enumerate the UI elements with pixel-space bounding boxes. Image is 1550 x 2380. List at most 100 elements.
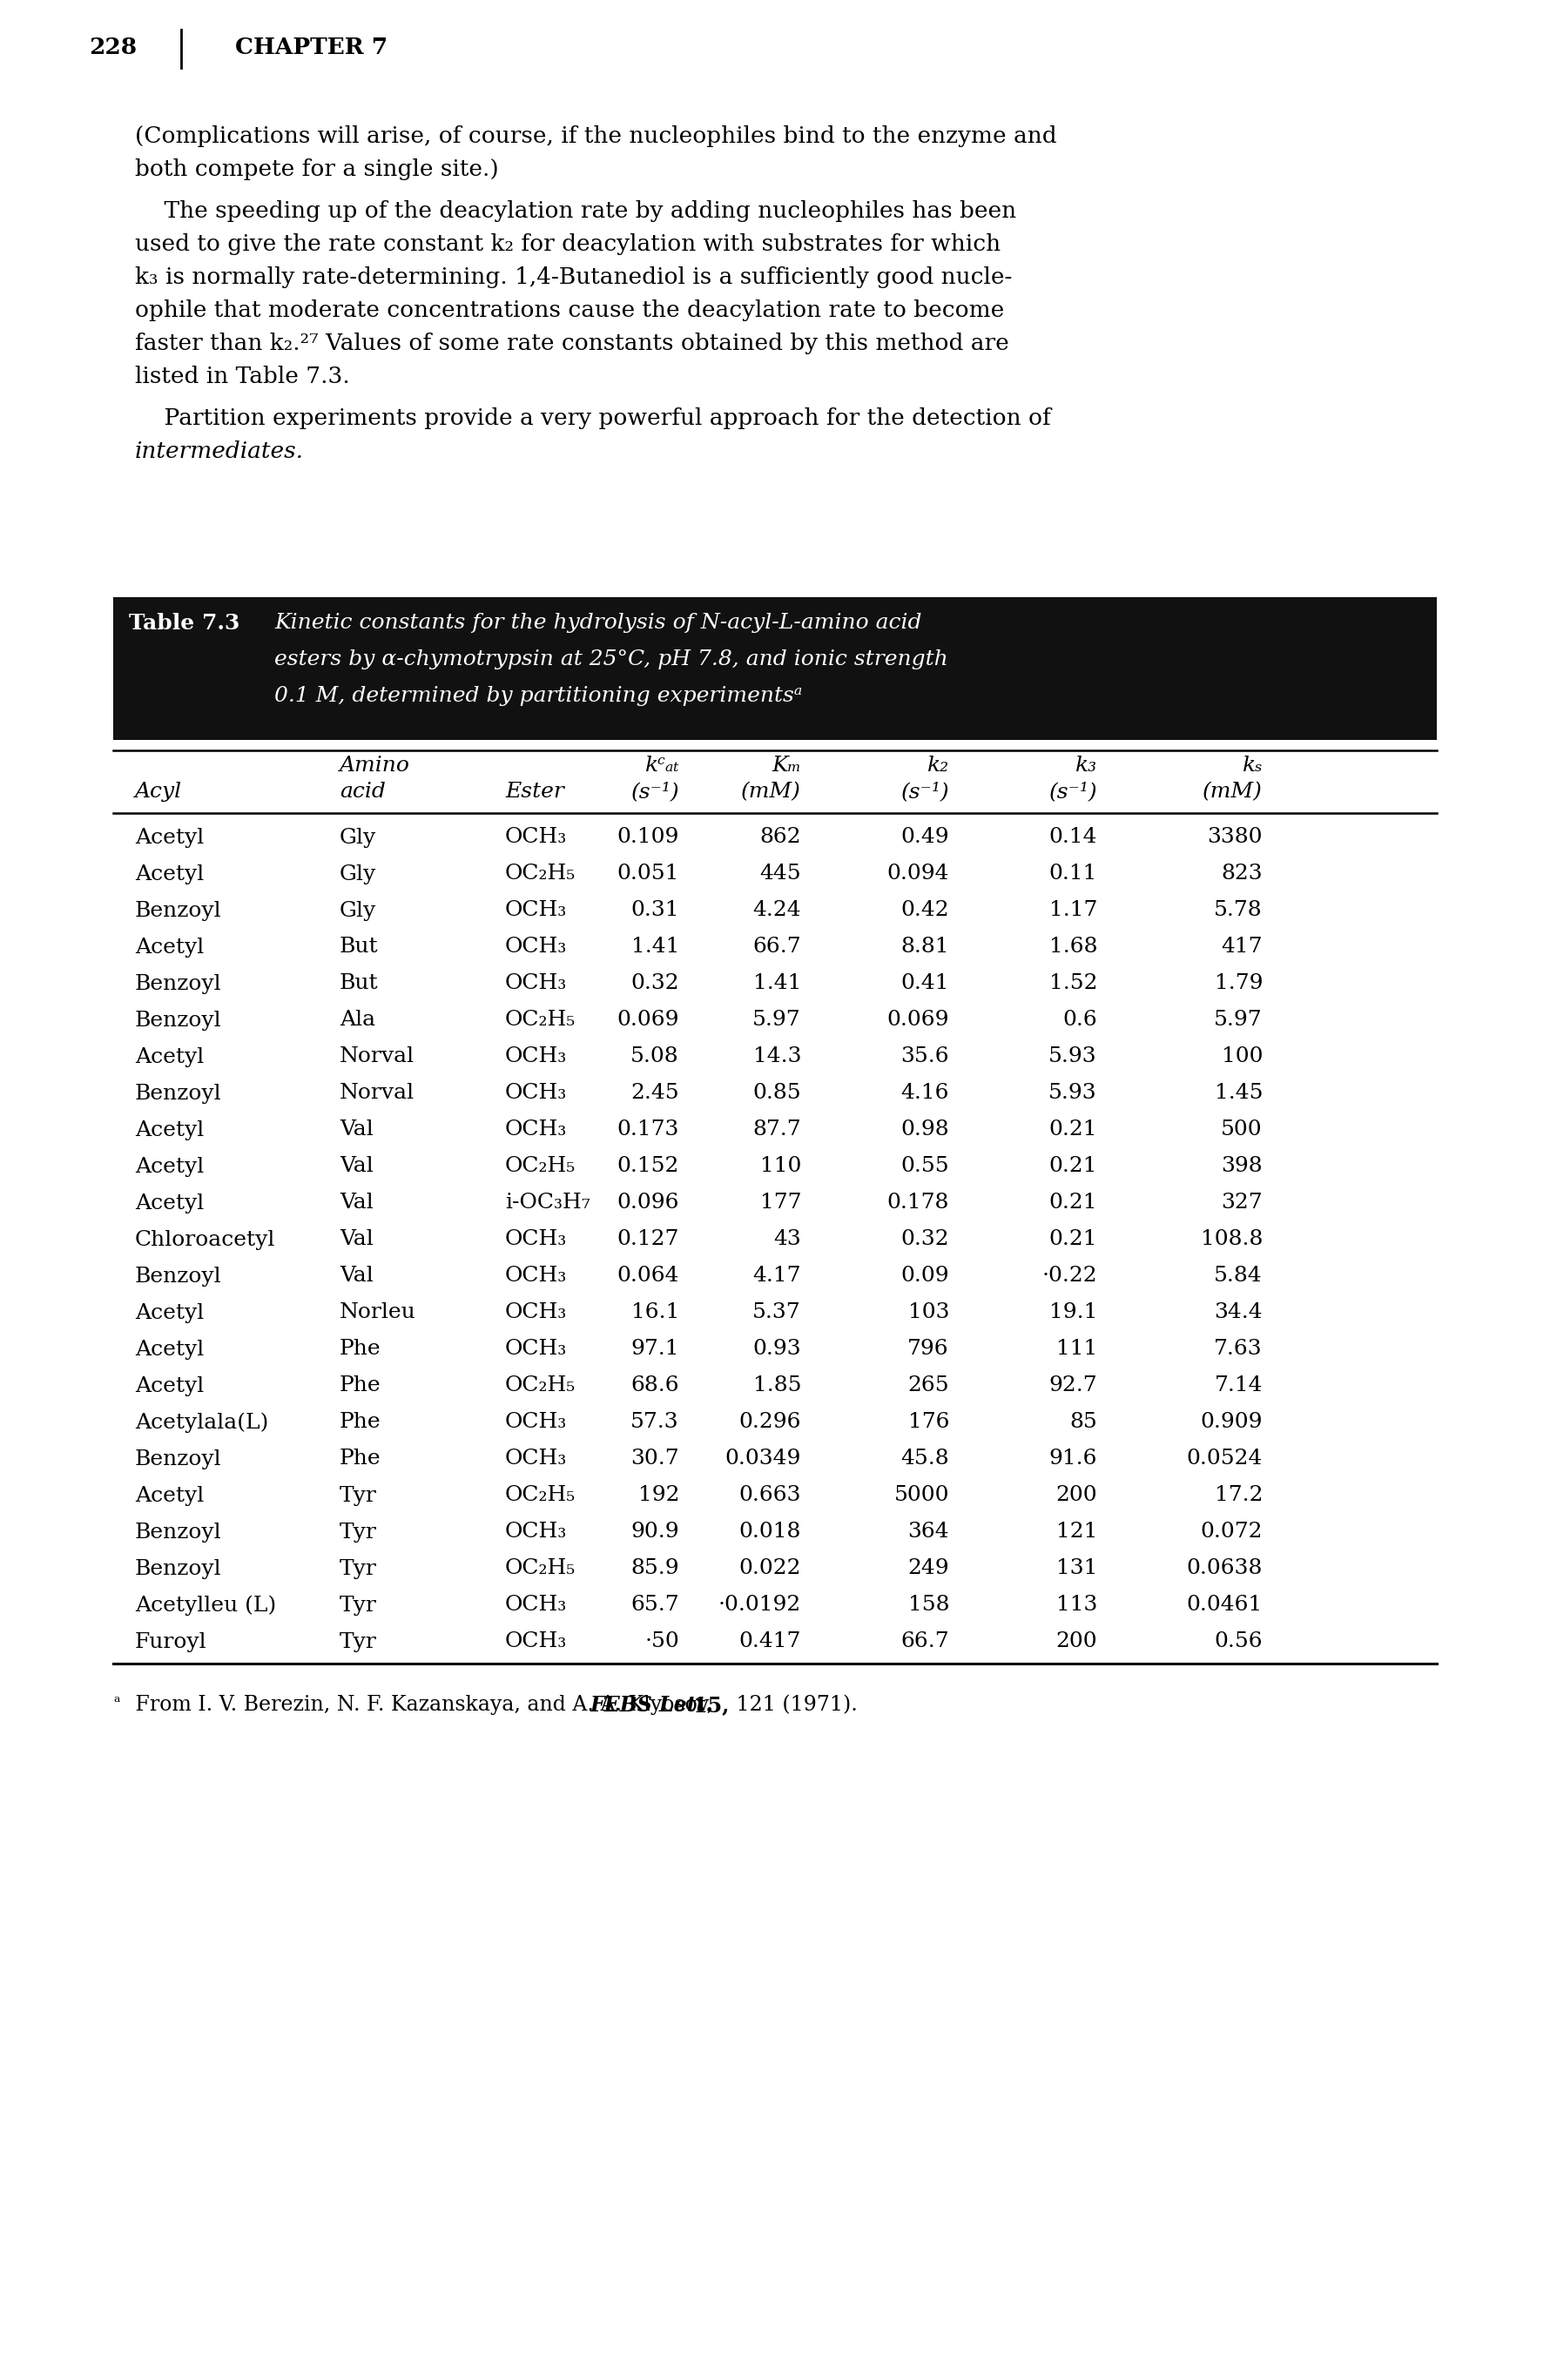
Text: 1.41: 1.41	[753, 973, 801, 995]
Text: 0.178: 0.178	[887, 1192, 949, 1214]
Text: 0.56: 0.56	[1214, 1633, 1263, 1652]
Text: 200: 200	[1056, 1485, 1097, 1507]
Text: 121 (1971).: 121 (1971).	[730, 1695, 857, 1716]
Text: Tyr: Tyr	[339, 1633, 377, 1652]
Text: Tyr: Tyr	[339, 1559, 377, 1578]
Text: 0.0524: 0.0524	[1187, 1449, 1263, 1468]
Text: 7.63: 7.63	[1214, 1340, 1263, 1359]
Text: OC₂H₅: OC₂H₅	[505, 1485, 575, 1507]
Text: 0.49: 0.49	[901, 828, 949, 847]
Text: OCH₃: OCH₃	[505, 973, 567, 995]
Text: 0.98: 0.98	[901, 1121, 949, 1140]
Text: 249: 249	[908, 1559, 949, 1578]
Text: Partition experiments provide a very powerful approach for the detection of: Partition experiments provide a very pow…	[135, 407, 1051, 428]
Text: 500: 500	[1221, 1121, 1263, 1140]
Text: Benzoyl: Benzoyl	[135, 1449, 222, 1468]
Text: But: But	[339, 973, 378, 995]
Text: Phe: Phe	[339, 1340, 381, 1359]
Text: Benzoyl: Benzoyl	[135, 1266, 222, 1285]
Text: OCH₃: OCH₃	[505, 1595, 567, 1616]
Text: 1.68: 1.68	[1049, 938, 1097, 957]
Text: 192: 192	[639, 1485, 679, 1507]
Text: 862: 862	[760, 828, 801, 847]
Text: kₛ: kₛ	[1242, 754, 1263, 776]
Text: (s⁻¹): (s⁻¹)	[631, 781, 679, 802]
Text: 4.17: 4.17	[753, 1266, 801, 1285]
Text: 57.3: 57.3	[631, 1411, 679, 1433]
Text: 3380: 3380	[1207, 828, 1263, 847]
Text: 445: 445	[760, 864, 801, 883]
Text: 0.069: 0.069	[617, 1009, 679, 1031]
Text: Acetyl: Acetyl	[135, 1485, 205, 1507]
Text: 5.84: 5.84	[1214, 1266, 1263, 1285]
Text: 5.78: 5.78	[1214, 900, 1263, 921]
Text: 97.1: 97.1	[631, 1340, 679, 1359]
Text: used to give the rate constant k₂ for deacylation with substrates for which: used to give the rate constant k₂ for de…	[135, 233, 1001, 255]
Text: 0.09: 0.09	[901, 1266, 949, 1285]
Text: 176: 176	[908, 1411, 949, 1433]
Text: (Complications will arise, of course, if the nucleophiles bind to the enzyme and: (Complications will arise, of course, if…	[135, 126, 1057, 148]
Text: 0.072: 0.072	[1200, 1523, 1263, 1542]
Text: OCH₃: OCH₃	[505, 1633, 567, 1652]
Text: (s⁻¹): (s⁻¹)	[901, 781, 949, 802]
Text: Benzoyl: Benzoyl	[135, 1009, 222, 1031]
Text: Gly: Gly	[339, 900, 377, 921]
Text: 19.1: 19.1	[1049, 1302, 1097, 1323]
Text: The speeding up of the deacylation rate by adding nucleophiles has been: The speeding up of the deacylation rate …	[135, 200, 1017, 221]
Text: 4.16: 4.16	[901, 1083, 949, 1104]
Text: 103: 103	[908, 1302, 949, 1323]
Text: ·0.0192: ·0.0192	[718, 1595, 801, 1616]
Text: OCH₃: OCH₃	[505, 1523, 567, 1542]
Text: 5.97: 5.97	[753, 1009, 801, 1031]
Text: Val: Val	[339, 1121, 374, 1140]
Text: 327: 327	[1221, 1192, 1263, 1214]
Text: Acetylleu (L): Acetylleu (L)	[135, 1595, 276, 1616]
Text: 177: 177	[760, 1192, 801, 1214]
Text: Val: Val	[339, 1192, 374, 1214]
Text: 0.14: 0.14	[1049, 828, 1097, 847]
Text: Acetyl: Acetyl	[135, 1302, 205, 1323]
Text: OCH₃: OCH₃	[505, 1230, 567, 1250]
Text: 0.0349: 0.0349	[725, 1449, 801, 1468]
Text: 65.7: 65.7	[631, 1595, 679, 1616]
Text: 0.022: 0.022	[739, 1559, 801, 1578]
Text: 0.31: 0.31	[631, 900, 679, 921]
Text: Benzoyl: Benzoyl	[135, 1523, 222, 1542]
Text: 0.051: 0.051	[617, 864, 679, 883]
Text: 0.296: 0.296	[739, 1411, 801, 1433]
Text: OCH₃: OCH₃	[505, 1083, 567, 1104]
Text: 92.7: 92.7	[1049, 1376, 1097, 1397]
Text: 85: 85	[1069, 1411, 1097, 1433]
Text: Gly: Gly	[339, 864, 377, 883]
Text: 0.21: 0.21	[1049, 1230, 1097, 1250]
Text: Kₘ: Kₘ	[772, 754, 801, 776]
Text: 0.42: 0.42	[901, 900, 949, 921]
Text: 0.094: 0.094	[887, 864, 949, 883]
Text: listed in Table 7.3.: listed in Table 7.3.	[135, 367, 350, 388]
Text: 121: 121	[1056, 1523, 1097, 1542]
Text: 200: 200	[1056, 1633, 1097, 1652]
Text: 85.9: 85.9	[631, 1559, 679, 1578]
Text: Phe: Phe	[339, 1411, 381, 1433]
Text: k₃ is normally rate-determining. 1,4-Butanediol is a sufficiently good nucle-: k₃ is normally rate-determining. 1,4-But…	[135, 267, 1012, 288]
Text: 0.55: 0.55	[901, 1157, 949, 1176]
Text: Acyl: Acyl	[135, 781, 181, 802]
Text: i-OC₃H₇: i-OC₃H₇	[505, 1192, 591, 1214]
Text: ophile that moderate concentrations cause the deacylation rate to become: ophile that moderate concentrations caus…	[135, 300, 1004, 321]
Text: ·50: ·50	[645, 1633, 679, 1652]
Text: ᵃ: ᵃ	[113, 1695, 119, 1711]
Text: 0.6: 0.6	[1063, 1009, 1097, 1031]
Text: Acetyl: Acetyl	[135, 1157, 205, 1176]
Text: 15,: 15,	[687, 1695, 728, 1716]
Text: (s⁻¹): (s⁻¹)	[1049, 781, 1097, 802]
Text: 68.6: 68.6	[631, 1376, 679, 1397]
Text: k₃: k₃	[1076, 754, 1097, 776]
Text: OCH₃: OCH₃	[505, 938, 567, 957]
Text: 5.37: 5.37	[753, 1302, 801, 1323]
Text: 1.52: 1.52	[1049, 973, 1097, 995]
Text: 1.41: 1.41	[631, 938, 679, 957]
Text: 158: 158	[908, 1595, 949, 1616]
Text: 17.2: 17.2	[1214, 1485, 1263, 1507]
Text: k₂: k₂	[927, 754, 949, 776]
Text: 0.109: 0.109	[617, 828, 679, 847]
